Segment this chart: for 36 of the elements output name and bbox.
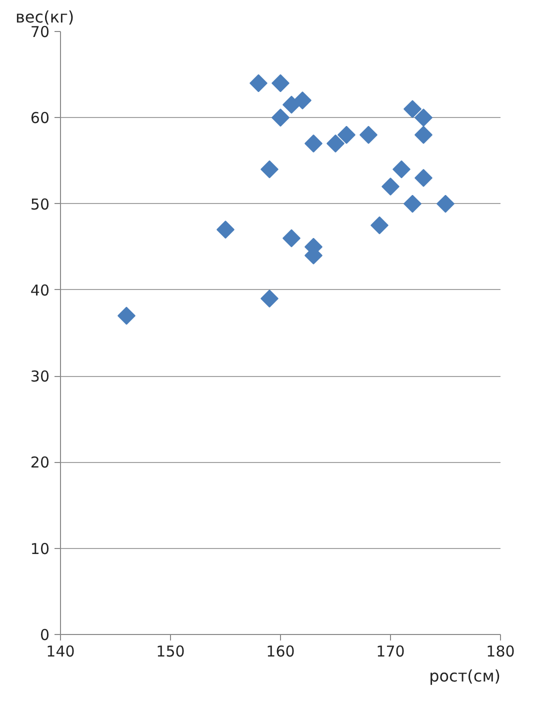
point — [250, 74, 268, 92]
point — [414, 126, 432, 144]
y-tick-label: 0 — [40, 626, 50, 644]
point — [404, 194, 422, 213]
point — [414, 108, 432, 127]
y-tick-label: 60 — [30, 109, 50, 128]
point — [338, 126, 356, 144]
point — [216, 220, 234, 239]
point — [436, 194, 454, 213]
x-tick-label: 160 — [266, 642, 295, 660]
x-tick-label: 180 — [486, 642, 515, 660]
y-tick-label: 20 — [30, 454, 50, 472]
y-tick-label: 10 — [30, 540, 50, 558]
y-tick-label: 50 — [30, 195, 50, 214]
x-axis-title: рост(см) — [429, 666, 501, 686]
y-tick-label: 30 — [30, 368, 50, 386]
x-tick-label: 150 — [156, 642, 185, 660]
point — [118, 306, 136, 325]
y-axis-title: вес(кг) — [16, 8, 74, 26]
x-tick-label: 170 — [376, 642, 405, 660]
point — [260, 290, 278, 308]
point — [370, 216, 388, 234]
point — [392, 160, 410, 178]
y-tick-label: 40 — [30, 281, 50, 300]
point — [414, 168, 432, 187]
point — [382, 178, 400, 196]
point — [360, 126, 378, 144]
point — [326, 134, 344, 152]
point — [272, 108, 290, 127]
point — [294, 91, 312, 110]
x-tick-label: 140 — [46, 642, 75, 660]
point — [404, 100, 422, 118]
point — [282, 229, 300, 248]
point — [272, 74, 290, 92]
point — [304, 134, 322, 152]
point — [260, 160, 278, 178]
